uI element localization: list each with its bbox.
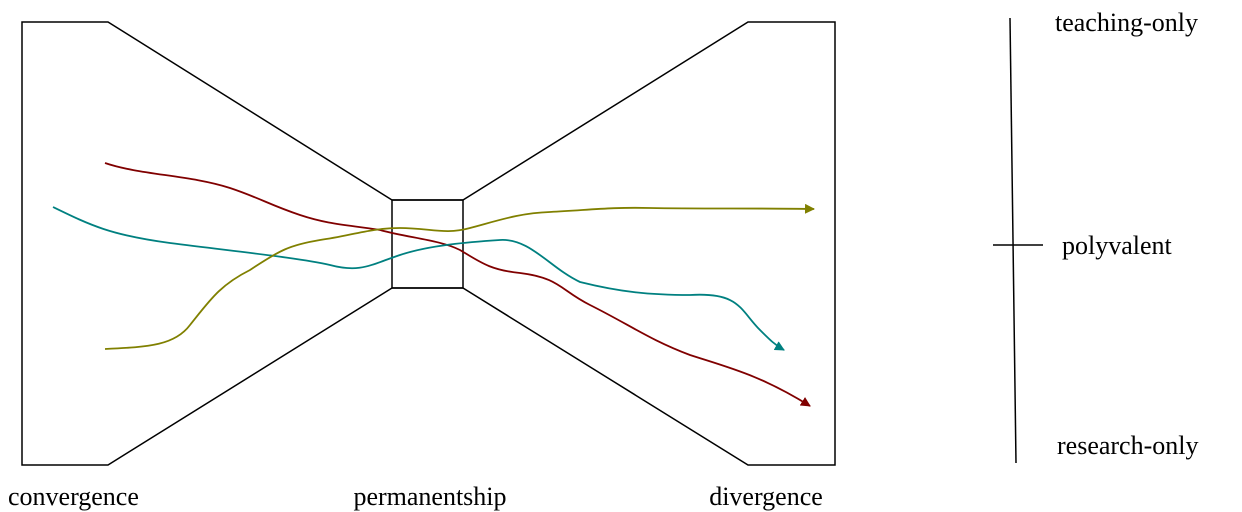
trajectory-teal — [52, 206, 785, 351]
trajectory-olive — [104, 203, 815, 350]
bowtie-outline — [21, 21, 836, 466]
scale-axis — [1009, 17, 1017, 464]
trajectory-red — [104, 162, 811, 407]
stage-label: convergence — [8, 482, 139, 511]
scale-label: teaching-only — [1055, 8, 1198, 37]
scale-label: research-only — [1057, 431, 1198, 460]
scale-label: polyvalent — [1062, 231, 1173, 260]
stage-label: divergence — [709, 482, 823, 511]
center-box — [391, 199, 464, 289]
stage-label: permanentship — [353, 482, 506, 511]
